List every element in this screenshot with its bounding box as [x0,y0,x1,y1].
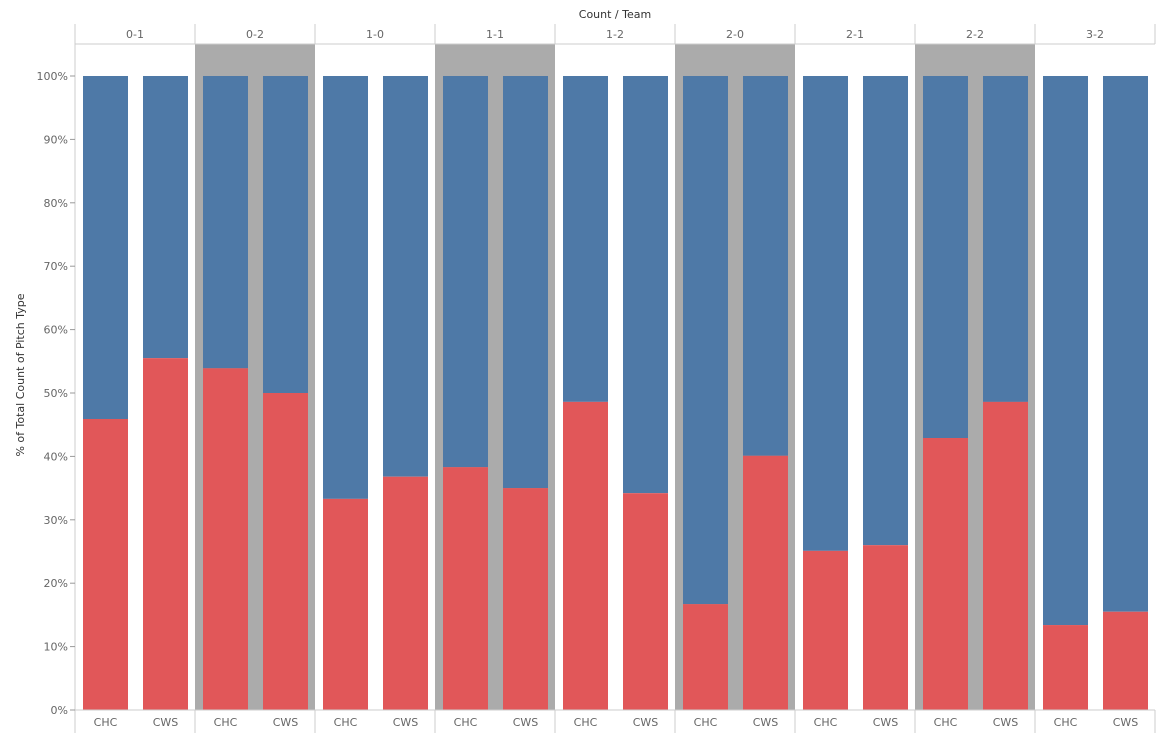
x-tick-label: CHC [574,716,598,729]
bar-segment-blue-2-1-CHC[interactable] [803,76,848,551]
bar-segment-blue-2-2-CHC[interactable] [923,76,968,439]
bar-segment-red-1-1-CWS[interactable] [503,488,548,710]
x-tick-label: CHC [214,716,238,729]
bar-segment-red-2-1-CHC[interactable] [803,550,848,710]
bar-segment-red-1-0-CHC[interactable] [323,498,368,710]
y-tick-label: 20% [44,577,68,590]
bar-segment-red-1-0-CWS[interactable] [383,476,428,710]
x-tick-label: CWS [393,716,419,729]
bar-segment-red-0-2-CHC[interactable] [203,368,248,710]
pane-header-label: 2-0 [726,28,744,41]
x-tick-label: CWS [153,716,179,729]
bar-segment-blue-1-1-CHC[interactable] [443,76,488,468]
x-tick-label: CWS [633,716,659,729]
y-tick-label: 90% [44,133,68,146]
y-tick-label: 70% [44,260,68,273]
x-tick-label: CHC [334,716,358,729]
bar-segment-blue-1-2-CHC[interactable] [563,76,608,402]
x-tick-label: CHC [814,716,838,729]
y-tick-label: 100% [37,70,68,83]
y-tick-label: 30% [44,514,68,527]
bar-segment-blue-2-0-CHC[interactable] [683,76,728,605]
bar-segment-blue-0-2-CWS[interactable] [263,76,308,393]
bar-segment-blue-1-2-CWS[interactable] [623,76,668,494]
y-tick-label: 60% [44,324,68,337]
x-tick-label: CHC [454,716,478,729]
y-axis-label: % of Total Count of Pitch Type [14,293,27,456]
bar-segment-blue-0-1-CWS[interactable] [143,76,188,359]
bar-segment-red-0-1-CWS[interactable] [143,358,188,710]
bar-segment-blue-0-1-CHC[interactable] [83,76,128,419]
x-tick-label: CWS [273,716,299,729]
pane-header-label: 2-1 [846,28,864,41]
pane-header-label: 1-0 [366,28,384,41]
bar-segment-red-2-0-CHC[interactable] [683,604,728,710]
y-tick-label: 0% [51,704,68,717]
x-tick-label: CHC [934,716,958,729]
bar-segment-red-2-2-CWS[interactable] [983,401,1028,710]
bar-segment-blue-1-0-CWS[interactable] [383,76,428,477]
bar-segment-red-3-2-CWS[interactable] [1103,611,1148,710]
y-tick-label: 40% [44,450,68,463]
pane-header-label: 1-2 [606,28,624,41]
chart-title: Count / Team [579,8,651,21]
pane-header-label: 0-1 [126,28,144,41]
x-tick-label: CWS [753,716,779,729]
x-tick-label: CHC [94,716,118,729]
bar-segment-blue-0-2-CHC[interactable] [203,76,248,369]
bar-segment-blue-2-2-CWS[interactable] [983,76,1028,402]
bar-segment-red-3-2-CHC[interactable] [1043,625,1088,710]
bar-segment-blue-3-2-CHC[interactable] [1043,76,1088,626]
x-tick-label: CWS [873,716,899,729]
x-tick-label: CWS [993,716,1019,729]
bar-segment-red-1-1-CHC[interactable] [443,467,488,710]
y-tick-label: 50% [44,387,68,400]
x-tick-label: CWS [513,716,539,729]
bar-segment-red-1-2-CHC[interactable] [563,401,608,710]
bar-segment-red-1-2-CWS[interactable] [623,493,668,710]
bar-segment-red-2-0-CWS[interactable] [743,455,788,710]
y-tick-label: 80% [44,197,68,210]
bar-segment-blue-1-1-CWS[interactable] [503,76,548,489]
x-tick-label: CHC [1054,716,1078,729]
bar-segment-blue-3-2-CWS[interactable] [1103,76,1148,612]
y-tick-label: 10% [44,641,68,654]
bar-segment-blue-2-1-CWS[interactable] [863,76,908,546]
pane-header-label: 3-2 [1086,28,1104,41]
x-tick-label: CWS [1113,716,1139,729]
bar-segment-red-0-2-CWS[interactable] [263,393,308,710]
bar-segment-red-2-2-CHC[interactable] [923,438,968,710]
pane-header-label: 1-1 [486,28,504,41]
x-tick-label: CHC [694,716,718,729]
bar-segment-red-2-1-CWS[interactable] [863,545,908,710]
pane-header-label: 0-2 [246,28,264,41]
bar-segment-blue-2-0-CWS[interactable] [743,76,788,456]
pane-header-label: 2-2 [966,28,984,41]
bar-segment-blue-1-0-CHC[interactable] [323,76,368,499]
bar-segment-red-0-1-CHC[interactable] [83,418,128,710]
